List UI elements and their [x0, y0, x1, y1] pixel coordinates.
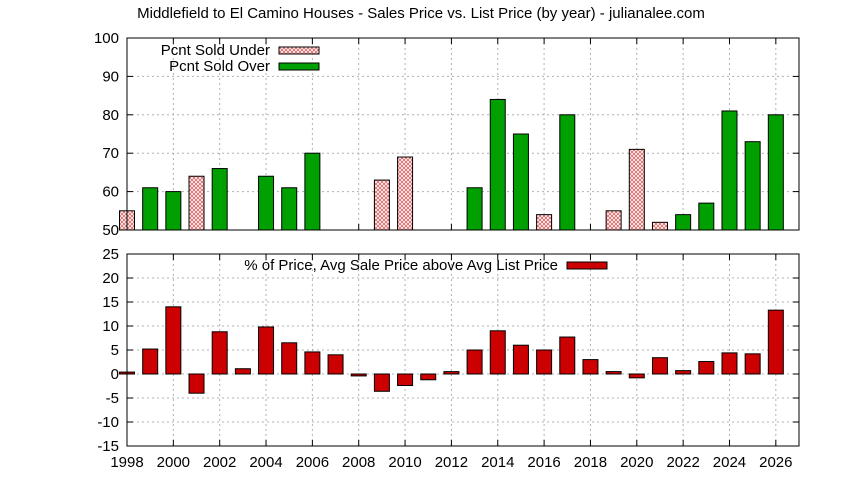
bar-avg-sale-above-list — [466, 349, 483, 375]
bar-sold-under — [628, 148, 645, 231]
y-tick-label: 5 — [111, 342, 119, 359]
y-tick-label: 0 — [111, 366, 119, 383]
bar-avg-sale-above-list — [767, 309, 784, 375]
bar-avg-sale-above-list — [651, 357, 668, 375]
bar-sold-over — [489, 98, 506, 231]
bar-avg-sale-above-list — [721, 352, 738, 375]
bar-sold-under — [536, 214, 553, 231]
y-tick-label: 50 — [102, 222, 119, 239]
y-tick-label: -15 — [97, 438, 119, 455]
bar-avg-sale-above-list — [559, 336, 576, 375]
x-tick-label: 2026 — [759, 454, 792, 471]
legend-label: Pcnt Sold Under — [161, 42, 270, 59]
bar-avg-sale-above-list — [489, 330, 506, 375]
bar-avg-sale-above-list — [443, 371, 460, 375]
bar-sold-under — [397, 156, 414, 231]
bar-avg-sale-above-list — [744, 353, 761, 375]
bar-avg-sale-above-list — [304, 351, 321, 375]
bar-avg-sale-above-list — [512, 344, 529, 375]
y-tick-label: 20 — [102, 270, 119, 287]
legend-swatch — [566, 261, 608, 270]
x-tick-label: 2010 — [388, 454, 421, 471]
legend-swatch — [278, 46, 320, 55]
bar-avg-sale-above-list — [675, 370, 692, 375]
y-tick-label: 70 — [102, 145, 119, 162]
bar-sold-over — [142, 187, 159, 231]
x-tick-label: 2006 — [296, 454, 329, 471]
y-tick-label: 90 — [102, 68, 119, 85]
chart-title: Middlefield to El Camino Houses - Sales … — [137, 5, 705, 22]
y-tick-label: 60 — [102, 184, 119, 201]
bar-avg-sale-above-list — [327, 354, 344, 375]
bar-sold-over — [304, 152, 321, 231]
x-tick-label: 1998 — [110, 454, 143, 471]
x-tick-label: 2012 — [435, 454, 468, 471]
bar-sold-over — [721, 110, 738, 231]
bar-sold-over — [281, 187, 298, 231]
bar-sold-over — [767, 114, 784, 231]
y-tick-label: 80 — [102, 107, 119, 124]
bar-avg-sale-above-list — [582, 359, 599, 375]
bar-avg-sale-above-list — [211, 331, 228, 375]
x-tick-label: 2022 — [666, 454, 699, 471]
x-tick-label: 2018 — [574, 454, 607, 471]
y-tick-label: 15 — [102, 294, 119, 311]
x-tick-label: 2024 — [713, 454, 746, 471]
bar-avg-sale-above-list — [258, 326, 275, 375]
bar-sold-under — [605, 210, 622, 231]
x-tick-label: 2014 — [481, 454, 514, 471]
bar-sold-over — [258, 175, 275, 231]
plot-border — [126, 253, 800, 447]
bar-avg-sale-above-list — [350, 373, 367, 377]
x-tick-label: 2008 — [342, 454, 375, 471]
bar-sold-over — [466, 187, 483, 231]
y-tick-label: 100 — [94, 30, 119, 47]
bar-sold-over — [744, 141, 761, 231]
bar-avg-sale-above-list — [698, 361, 715, 375]
x-tick-label: 2016 — [527, 454, 560, 471]
y-tick-label: -10 — [97, 414, 119, 431]
bar-sold-over — [675, 214, 692, 231]
bar-avg-sale-above-list — [397, 373, 414, 387]
bar-avg-sale-above-list — [234, 368, 251, 375]
x-tick-label: 2020 — [620, 454, 653, 471]
bar-sold-under — [373, 179, 390, 231]
bar-avg-sale-above-list — [188, 373, 205, 394]
bar-sold-over — [698, 202, 715, 231]
bar-sold-over — [211, 168, 228, 231]
x-tick-label: 2004 — [249, 454, 282, 471]
bar-sold-over — [512, 133, 529, 231]
legend-swatch — [278, 62, 320, 71]
bar-avg-sale-above-list — [628, 373, 645, 379]
x-tick-label: 2000 — [157, 454, 190, 471]
bar-avg-sale-above-list — [373, 373, 390, 392]
bar-avg-sale-above-list — [605, 371, 622, 375]
y-tick-label: 25 — [102, 246, 119, 263]
bar-avg-sale-above-list — [536, 349, 553, 375]
y-tick-label: 10 — [102, 318, 119, 335]
x-tick-label: 2002 — [203, 454, 236, 471]
legend-label: Pcnt Sold Over — [169, 58, 270, 75]
bar-avg-sale-above-list — [420, 373, 437, 381]
legend-label: % of Price, Avg Sale Price above Avg Lis… — [244, 257, 558, 274]
plot-border — [126, 37, 800, 231]
bar-sold-under — [188, 175, 205, 231]
bar-sold-over — [165, 191, 182, 231]
bar-sold-under — [651, 221, 668, 231]
bar-avg-sale-above-list — [142, 348, 159, 375]
bar-avg-sale-above-list — [281, 342, 298, 375]
y-tick-label: -5 — [106, 390, 119, 407]
bar-sold-over — [559, 114, 576, 231]
plot-avg-sale-above-list: -15 -10 -5 0 5 10 15 20 25 % of Price, Avg Sale P… — [97, 246, 800, 471]
bar-avg-sale-above-list — [165, 306, 182, 375]
